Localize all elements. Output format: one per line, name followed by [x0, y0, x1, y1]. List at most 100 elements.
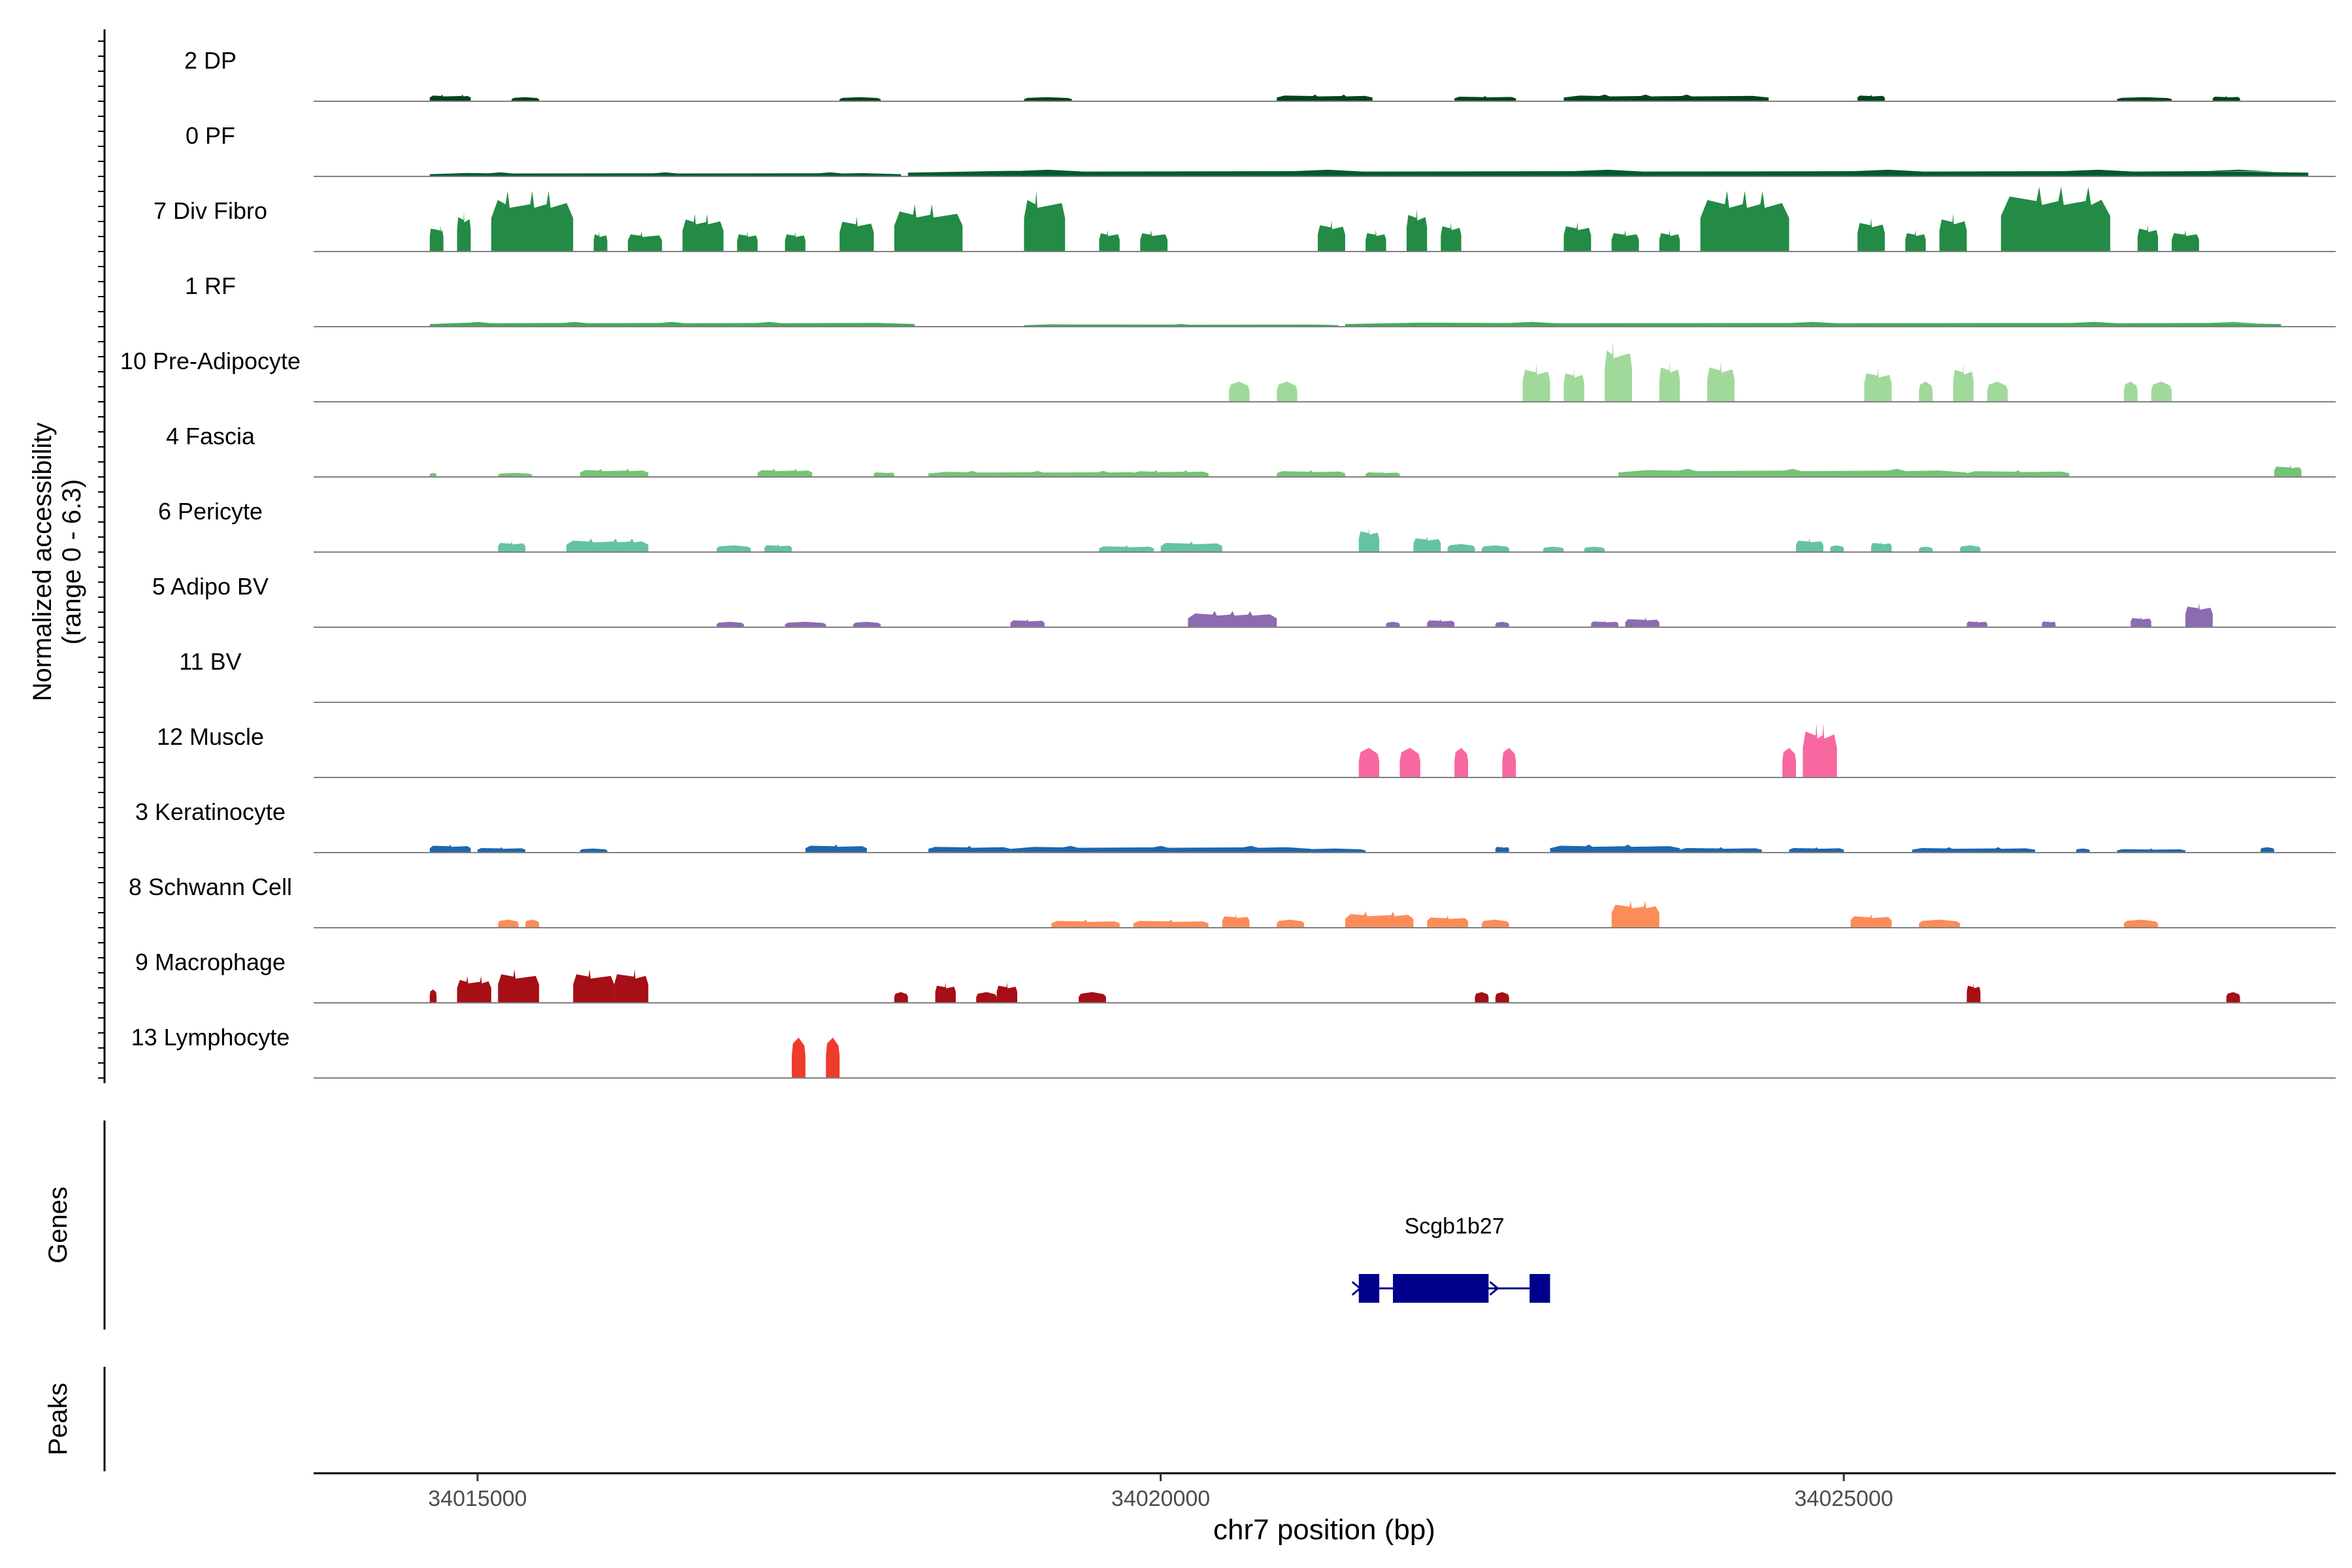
track-label: 9 Macrophage	[135, 949, 286, 975]
coverage-area	[2123, 382, 2138, 402]
coverage-area	[1010, 845, 1311, 853]
coverage-area	[1919, 382, 1933, 402]
coverage-area	[580, 468, 649, 477]
coverage-area	[2261, 847, 2274, 853]
coverage-area	[1495, 845, 1509, 853]
coverage-area	[1024, 323, 1339, 327]
coverage-area	[457, 211, 471, 252]
track-label: 6 Pericyte	[158, 498, 263, 525]
coverage-area	[429, 472, 437, 477]
track-label: 2 DP	[184, 47, 237, 74]
coverage-area	[1680, 847, 1762, 853]
coverage-area	[1079, 992, 1106, 1003]
coverage-area	[2185, 602, 2213, 627]
coverage-area	[1864, 368, 1892, 402]
coverage-area	[1563, 221, 1592, 252]
coverage-area	[1611, 900, 1659, 928]
track-label: 7 Div Fibro	[154, 197, 267, 224]
coverage-area	[1905, 230, 1926, 252]
coverage-area	[1277, 382, 1298, 402]
coverage-area	[737, 231, 758, 252]
coverage-area	[498, 969, 540, 1003]
coverage-area	[525, 919, 540, 928]
coverage-area	[1700, 191, 1789, 252]
coverage-area	[1345, 321, 2281, 327]
coverage-area	[1495, 992, 1509, 1003]
track-label: 4 Fascia	[166, 423, 255, 449]
coverage-area	[1850, 914, 1892, 928]
track-label: 3 Keratinocyte	[135, 798, 286, 825]
coverage-area	[429, 989, 437, 1003]
track-y-axis	[98, 29, 106, 1083]
coverage-area	[1871, 541, 1892, 552]
strand-arrow-icon	[1351, 1281, 1362, 1296]
coverage-area	[2172, 230, 2199, 252]
gene-model: Scgb1b27	[1351, 1214, 1550, 1303]
coverage-area	[907, 169, 2309, 176]
coverage-area	[1358, 747, 1380, 777]
track-label: 10 Pre-Adipocyte	[120, 348, 301, 374]
coverage-area	[1625, 617, 1659, 627]
coverage-area	[2212, 95, 2240, 101]
tracks-layer: 2 DP 0 PF 7 Div Fibro 1 RF 10 Pre-Adipocyte 4…	[120, 47, 2336, 1079]
coverage-area	[1563, 94, 1769, 101]
track-label: 1 RF	[185, 272, 236, 299]
coverage-area	[2274, 465, 2302, 477]
coverage-area	[1365, 471, 1400, 477]
coverage-area	[976, 992, 997, 1003]
coverage-area	[1222, 914, 1250, 928]
coverage-area	[1399, 747, 1420, 777]
coverage-area	[1953, 364, 1974, 402]
coverage-area	[1024, 97, 1072, 101]
coverage-area	[1386, 621, 1400, 627]
coverage-area	[785, 231, 806, 252]
coverage-area	[2001, 187, 2110, 252]
coverage-area	[2131, 616, 2151, 627]
coverage-area	[491, 191, 574, 252]
track-10: 3 Keratinocyte	[135, 798, 2336, 853]
coverage-area	[580, 848, 608, 853]
coverage-area	[593, 231, 608, 252]
coverage-area	[457, 975, 491, 1003]
coverage-area	[1365, 230, 1386, 252]
coverage-area	[826, 1037, 840, 1078]
coverage-area	[498, 541, 526, 552]
coverage-area	[764, 544, 792, 552]
coverage-area	[1659, 361, 1680, 402]
track-label: 13 Lymphocyte	[131, 1024, 290, 1051]
track-label: 0 PF	[186, 122, 235, 149]
coverage-area	[1605, 341, 1632, 402]
track-3: 1 RF	[185, 272, 2336, 327]
track-label: 5 Adipo BV	[152, 573, 269, 600]
coverage-area	[2042, 620, 2056, 627]
coverage-area	[2117, 97, 2172, 101]
coverage-area	[1099, 230, 1120, 252]
x-axis-ticks: 34015000 34020000 34025000	[428, 1473, 1893, 1511]
coverage-area	[573, 969, 615, 1003]
gene-name-label: Scgb1b27	[1405, 1214, 1505, 1239]
coverage-area	[1010, 619, 1045, 627]
coverage-area	[2117, 848, 2185, 853]
gene-exon	[1393, 1274, 1489, 1303]
coverage-area	[1427, 915, 1469, 928]
coverage-area	[1140, 230, 1168, 252]
coverage-area	[840, 216, 874, 252]
coverage-area	[928, 845, 1011, 853]
track-11: 8 Schwann Cell	[129, 874, 2336, 928]
x-tick-label: 34020000	[1111, 1486, 1210, 1511]
coverage-area	[2137, 224, 2159, 252]
coverage-area	[1304, 848, 1366, 853]
coverage-area	[1618, 468, 1967, 477]
coverage-area	[840, 97, 881, 101]
coverage-area	[2226, 992, 2240, 1003]
coverage-area	[1563, 368, 1584, 402]
coverage-area	[935, 983, 956, 1003]
track-label: 11 BV	[179, 648, 241, 675]
track-4: 10 Pre-Adipocyte	[120, 341, 2336, 402]
coverage-area	[1188, 611, 1277, 627]
x-axis-label: chr7 position (bp)	[1213, 1514, 1435, 1546]
coverage-area	[928, 470, 1147, 477]
coverage-area	[628, 231, 662, 252]
coverage-area	[1277, 470, 1345, 477]
